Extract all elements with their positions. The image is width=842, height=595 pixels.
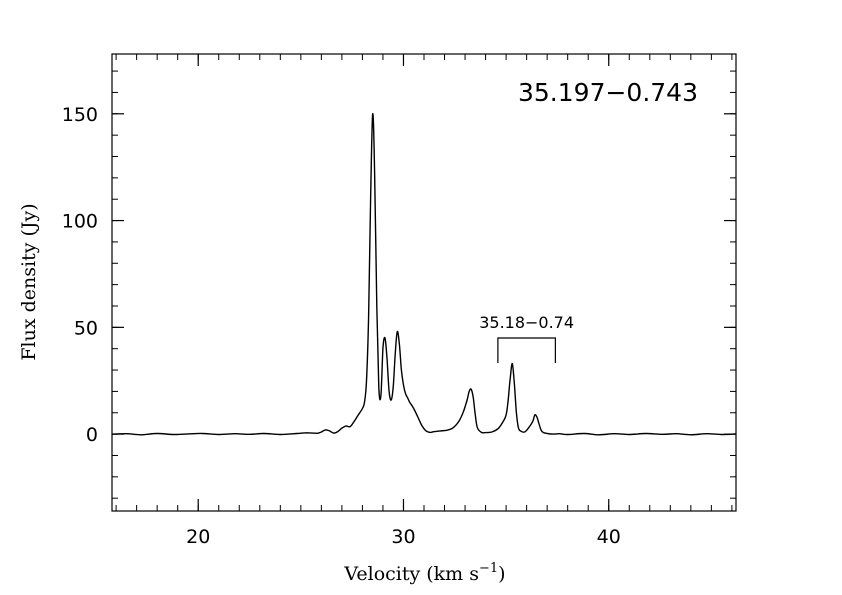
y-tick-label: 150 — [62, 104, 98, 126]
y-tick-label: 100 — [62, 211, 98, 233]
annotation-bracket-line — [497, 337, 556, 364]
chart-title: 35.197−0.743 — [518, 78, 698, 107]
series-line — [111, 113, 737, 436]
x-axis-label: Velocity (km s−1) — [343, 561, 505, 585]
y-tick-label: 50 — [74, 317, 98, 339]
minor-ticks — [112, 54, 736, 511]
plot-frame — [111, 53, 737, 512]
annotation-label: 35.18−0.74 — [479, 313, 574, 332]
y-tick-label: 0 — [86, 424, 98, 446]
x-axis-label-main: Velocity (km s — [343, 563, 479, 585]
x-axis-label-close: ) — [498, 563, 505, 585]
major-ticks — [112, 54, 736, 511]
x-axis-label-exponent: −1 — [479, 561, 498, 576]
x-tick-label: 40 — [597, 526, 621, 548]
x-tick-labels: 20 30 40 — [186, 526, 621, 548]
y-tick-labels: 0 50 100 150 — [62, 104, 98, 446]
x-tick-label: 30 — [391, 526, 415, 548]
annotation-bracket: 35.18−0.74 — [479, 313, 574, 364]
y-axis-label: Flux density (Jy) — [18, 203, 40, 360]
x-tick-label: 20 — [186, 526, 210, 548]
